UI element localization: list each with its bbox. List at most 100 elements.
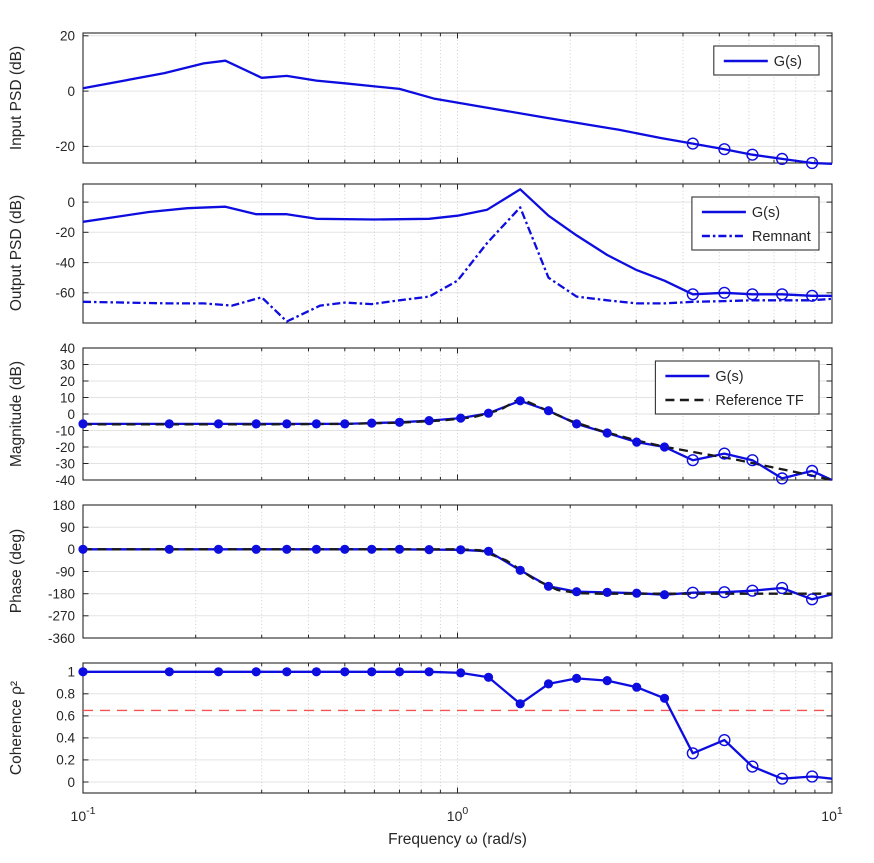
y-tick-label: -20 — [55, 225, 75, 240]
data-marker-filled — [483, 408, 494, 418]
data-marker-filled — [659, 442, 670, 452]
data-marker-filled — [659, 693, 670, 703]
y-tick-label: 0 — [67, 542, 75, 557]
data-marker-filled — [572, 419, 582, 429]
y-tick-label: 90 — [60, 520, 75, 535]
y-tick-label: -30 — [55, 456, 75, 471]
data-marker-filled — [424, 667, 434, 677]
legend-label: G(s) — [752, 205, 780, 221]
y-tick-label: -20 — [55, 139, 75, 154]
y-tick-label: 20 — [60, 374, 75, 389]
y-tick-label: 0.4 — [56, 731, 75, 746]
data-marker-open — [746, 148, 759, 161]
data-marker-filled — [78, 544, 88, 554]
data-marker-filled — [213, 667, 224, 677]
subplot-output-psd: 0 -20 -40 -60 G(s) Remnant — [55, 183, 833, 324]
data-marker-filled — [515, 565, 525, 575]
legend-box — [654, 360, 820, 415]
ylabel-output-psd: Output PSD (dB) — [8, 194, 25, 312]
data-marker-filled — [602, 428, 612, 438]
data-marker-filled — [367, 418, 377, 428]
data-marker-filled — [340, 419, 350, 429]
data-marker-open — [805, 770, 819, 783]
data-marker-open — [718, 733, 731, 747]
series-line-remnant — [82, 206, 833, 323]
legend-label: Remnant — [752, 229, 811, 245]
data-marker-open — [718, 447, 731, 460]
data-marker-filled — [367, 544, 377, 554]
y-tick-label: -60 — [55, 286, 75, 301]
y-tick-label: -40 — [55, 255, 75, 270]
data-marker-filled — [251, 667, 261, 677]
legend: G(s) Remnant — [691, 196, 820, 251]
data-marker-filled — [572, 673, 582, 684]
data-marker-open — [775, 772, 789, 785]
data-marker-open — [746, 454, 759, 467]
data-marker-open — [718, 143, 731, 156]
data-marker-filled — [78, 419, 88, 429]
subplot-input-psd: 20 0 -20 G(s) — [55, 29, 833, 170]
data-marker-filled — [394, 667, 405, 677]
series-line-g-s- — [83, 670, 833, 780]
data-marker-open — [686, 137, 699, 150]
data-marker-filled — [483, 546, 494, 556]
data-marker-filled — [164, 544, 174, 554]
ylabel-magnitude: Magnitude (dB) — [8, 361, 25, 467]
data-marker-filled — [632, 588, 642, 598]
data-marker-filled — [164, 667, 174, 677]
data-marker-filled — [251, 419, 261, 429]
y-tick-label: 0 — [67, 195, 75, 210]
x-tick-label: 101 — [821, 805, 843, 824]
data-marker-filled — [282, 667, 292, 677]
data-marker-filled — [515, 699, 525, 709]
y-tick-label: -270 — [48, 609, 75, 624]
data-marker-filled — [456, 545, 466, 555]
data-marker-filled — [602, 587, 612, 598]
data-marker-filled — [424, 545, 434, 555]
legend: G(s) — [713, 45, 820, 76]
data-marker-filled — [282, 419, 292, 429]
data-marker-open — [746, 760, 759, 773]
data-marker-filled — [456, 413, 466, 423]
y-tick-label: -40 — [55, 473, 75, 488]
data-marker-filled — [543, 679, 554, 689]
ylabel-coherence: Coherence ρ² — [8, 680, 25, 776]
data-marker-filled — [515, 396, 525, 406]
data-marker-open — [686, 586, 699, 599]
data-marker-filled — [483, 672, 494, 682]
y-tick-label: 40 — [60, 341, 75, 356]
data-marker-filled — [543, 581, 554, 591]
legend-label: G(s) — [774, 54, 802, 70]
data-marker-open — [775, 581, 789, 595]
data-marker-filled — [602, 676, 612, 686]
data-marker-filled — [340, 544, 350, 554]
data-marker-open — [775, 288, 789, 301]
series-line-reference-tf — [83, 397, 833, 482]
data-marker-filled — [164, 419, 174, 429]
data-marker-open — [686, 288, 699, 301]
data-marker-open — [805, 156, 819, 170]
data-marker-filled — [213, 419, 224, 429]
data-marker-filled — [572, 587, 582, 597]
data-marker-open — [805, 289, 819, 302]
x-tick-label: 100 — [447, 805, 469, 824]
y-tick-label: -10 — [55, 423, 75, 438]
data-marker-open — [805, 464, 819, 478]
y-tick-label: 0 — [67, 775, 75, 790]
data-marker-filled — [659, 590, 670, 600]
ylabel-phase: Phase (deg) — [8, 528, 25, 614]
y-tick-label: 1 — [67, 665, 75, 680]
y-tick-label: -360 — [48, 631, 75, 646]
legend: G(s) Reference TF — [654, 360, 820, 415]
y-tick-label: 20 — [60, 29, 75, 44]
xlabel-frequency: Frequency ω (rad/s) — [388, 831, 527, 848]
y-tick-label: 0 — [67, 407, 75, 422]
legend-label: G(s) — [715, 369, 743, 385]
subplot-phase: 180 90 0 -90 -180 -270 -360 — [48, 498, 833, 646]
x-tick-label: 10-1 — [71, 805, 96, 824]
data-marker-open — [746, 584, 759, 597]
y-tick-label: 0.8 — [56, 687, 75, 702]
y-tick-label: -20 — [55, 440, 75, 455]
